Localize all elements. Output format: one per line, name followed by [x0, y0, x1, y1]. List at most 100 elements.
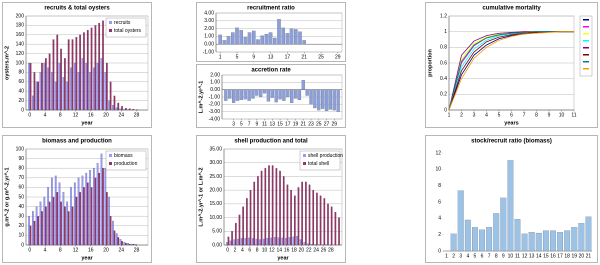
y-axis-label: g.m^-2 or g.m^-2.yr^-1: [4, 167, 10, 226]
y-tick-label: 0: [21, 242, 24, 248]
bar: [104, 168, 107, 246]
x-tick-label: 8: [59, 247, 62, 253]
bar: [571, 227, 578, 252]
bar: [277, 237, 280, 246]
bar: [266, 89, 271, 102]
bar: [48, 53, 51, 111]
x-tick-label: 17: [285, 121, 291, 127]
bar: [109, 216, 112, 246]
bar: [249, 190, 252, 246]
line: [448, 31, 574, 111]
bar: [44, 206, 47, 246]
bar: [29, 62, 32, 111]
bar: [239, 89, 243, 101]
bar: [247, 32, 252, 45]
bar: [248, 237, 250, 246]
x-tick-label: 11: [571, 112, 576, 118]
bar: [244, 238, 247, 246]
legend-swatch: [109, 29, 112, 32]
x-tick-label: 6: [510, 112, 513, 118]
bar: [228, 89, 232, 99]
legend-swatch: [109, 21, 112, 24]
bar: [564, 230, 571, 252]
y-tick-label: 0.8: [440, 45, 447, 51]
bar: [56, 192, 59, 246]
bar: [66, 81, 69, 111]
y-tick-label: 80: [18, 70, 24, 76]
bar: [35, 81, 38, 111]
y-tick-label: 50: [18, 194, 24, 200]
bar: [296, 236, 298, 246]
bar: [316, 192, 318, 246]
x-axis-label: year: [277, 255, 289, 261]
x-tick-label: 7: [523, 112, 526, 118]
bar: [41, 62, 43, 111]
chart-title: shell production and total: [234, 139, 308, 145]
legend-swatch: [583, 54, 589, 56]
bar: [464, 219, 471, 252]
bar: [128, 243, 131, 246]
x-tick-label: 5: [240, 121, 243, 127]
bar: [127, 243, 130, 246]
bar: [233, 239, 236, 246]
chart-title: recruits & total oysters: [44, 6, 110, 12]
y-tick-label: 160: [16, 32, 25, 38]
bar: [307, 243, 309, 246]
y-tick-label: 20: [18, 223, 24, 229]
bar: [98, 172, 101, 246]
bar: [278, 89, 282, 100]
x-tick-label: 13: [529, 253, 535, 259]
y-tick-label: 4: [438, 216, 441, 222]
x-tick-label: 13: [268, 54, 274, 60]
bar: [125, 108, 127, 111]
bar: [33, 220, 36, 246]
bar: [330, 206, 333, 246]
bar: [70, 187, 72, 246]
x-tick-label: 0: [28, 112, 31, 118]
bar: [102, 168, 104, 246]
bar: [60, 201, 62, 246]
bar: [56, 34, 59, 111]
bar: [98, 22, 101, 111]
bar: [96, 163, 99, 246]
bar: [235, 89, 240, 101]
bar: [73, 62, 76, 111]
bar: [73, 182, 76, 246]
y-tick-label: 10.00: [209, 215, 222, 221]
x-tick-label: 24: [119, 247, 125, 253]
bar: [259, 89, 263, 98]
bar: [60, 48, 62, 111]
x-tick-label: 9: [255, 121, 258, 127]
bar: [75, 196, 78, 246]
bar: [32, 95, 34, 111]
x-tick-label: 5: [498, 112, 501, 118]
x-tick-label: 29: [335, 54, 341, 60]
bar: [81, 58, 84, 111]
bar: [266, 238, 269, 246]
x-tick-label: 17: [285, 54, 291, 60]
bar: [121, 106, 123, 111]
y-tick-label: 80: [18, 166, 24, 172]
bar: [271, 165, 274, 246]
y-tick-label: 20.00: [209, 187, 222, 193]
bar: [479, 229, 485, 252]
x-tick-label: 16: [88, 247, 94, 253]
legend-frame: [579, 15, 593, 77]
x-tick-label: 8: [495, 253, 498, 259]
x-tick-label: 28: [328, 247, 334, 253]
bar: [255, 89, 259, 96]
bar: [51, 177, 53, 246]
bar: [231, 89, 236, 103]
bar: [237, 238, 239, 246]
x-tick-label: 24: [119, 112, 125, 118]
bar: [493, 213, 500, 252]
x-tick-label: 16: [550, 253, 556, 259]
x-tick-label: 2: [234, 247, 237, 253]
y-tick-label: 4.00: [204, 10, 214, 16]
bar: [297, 187, 300, 246]
y-tick-label: 2.00: [210, 72, 220, 78]
bar: [239, 30, 243, 45]
legend-swatch: [109, 162, 112, 165]
bar: [288, 237, 291, 246]
